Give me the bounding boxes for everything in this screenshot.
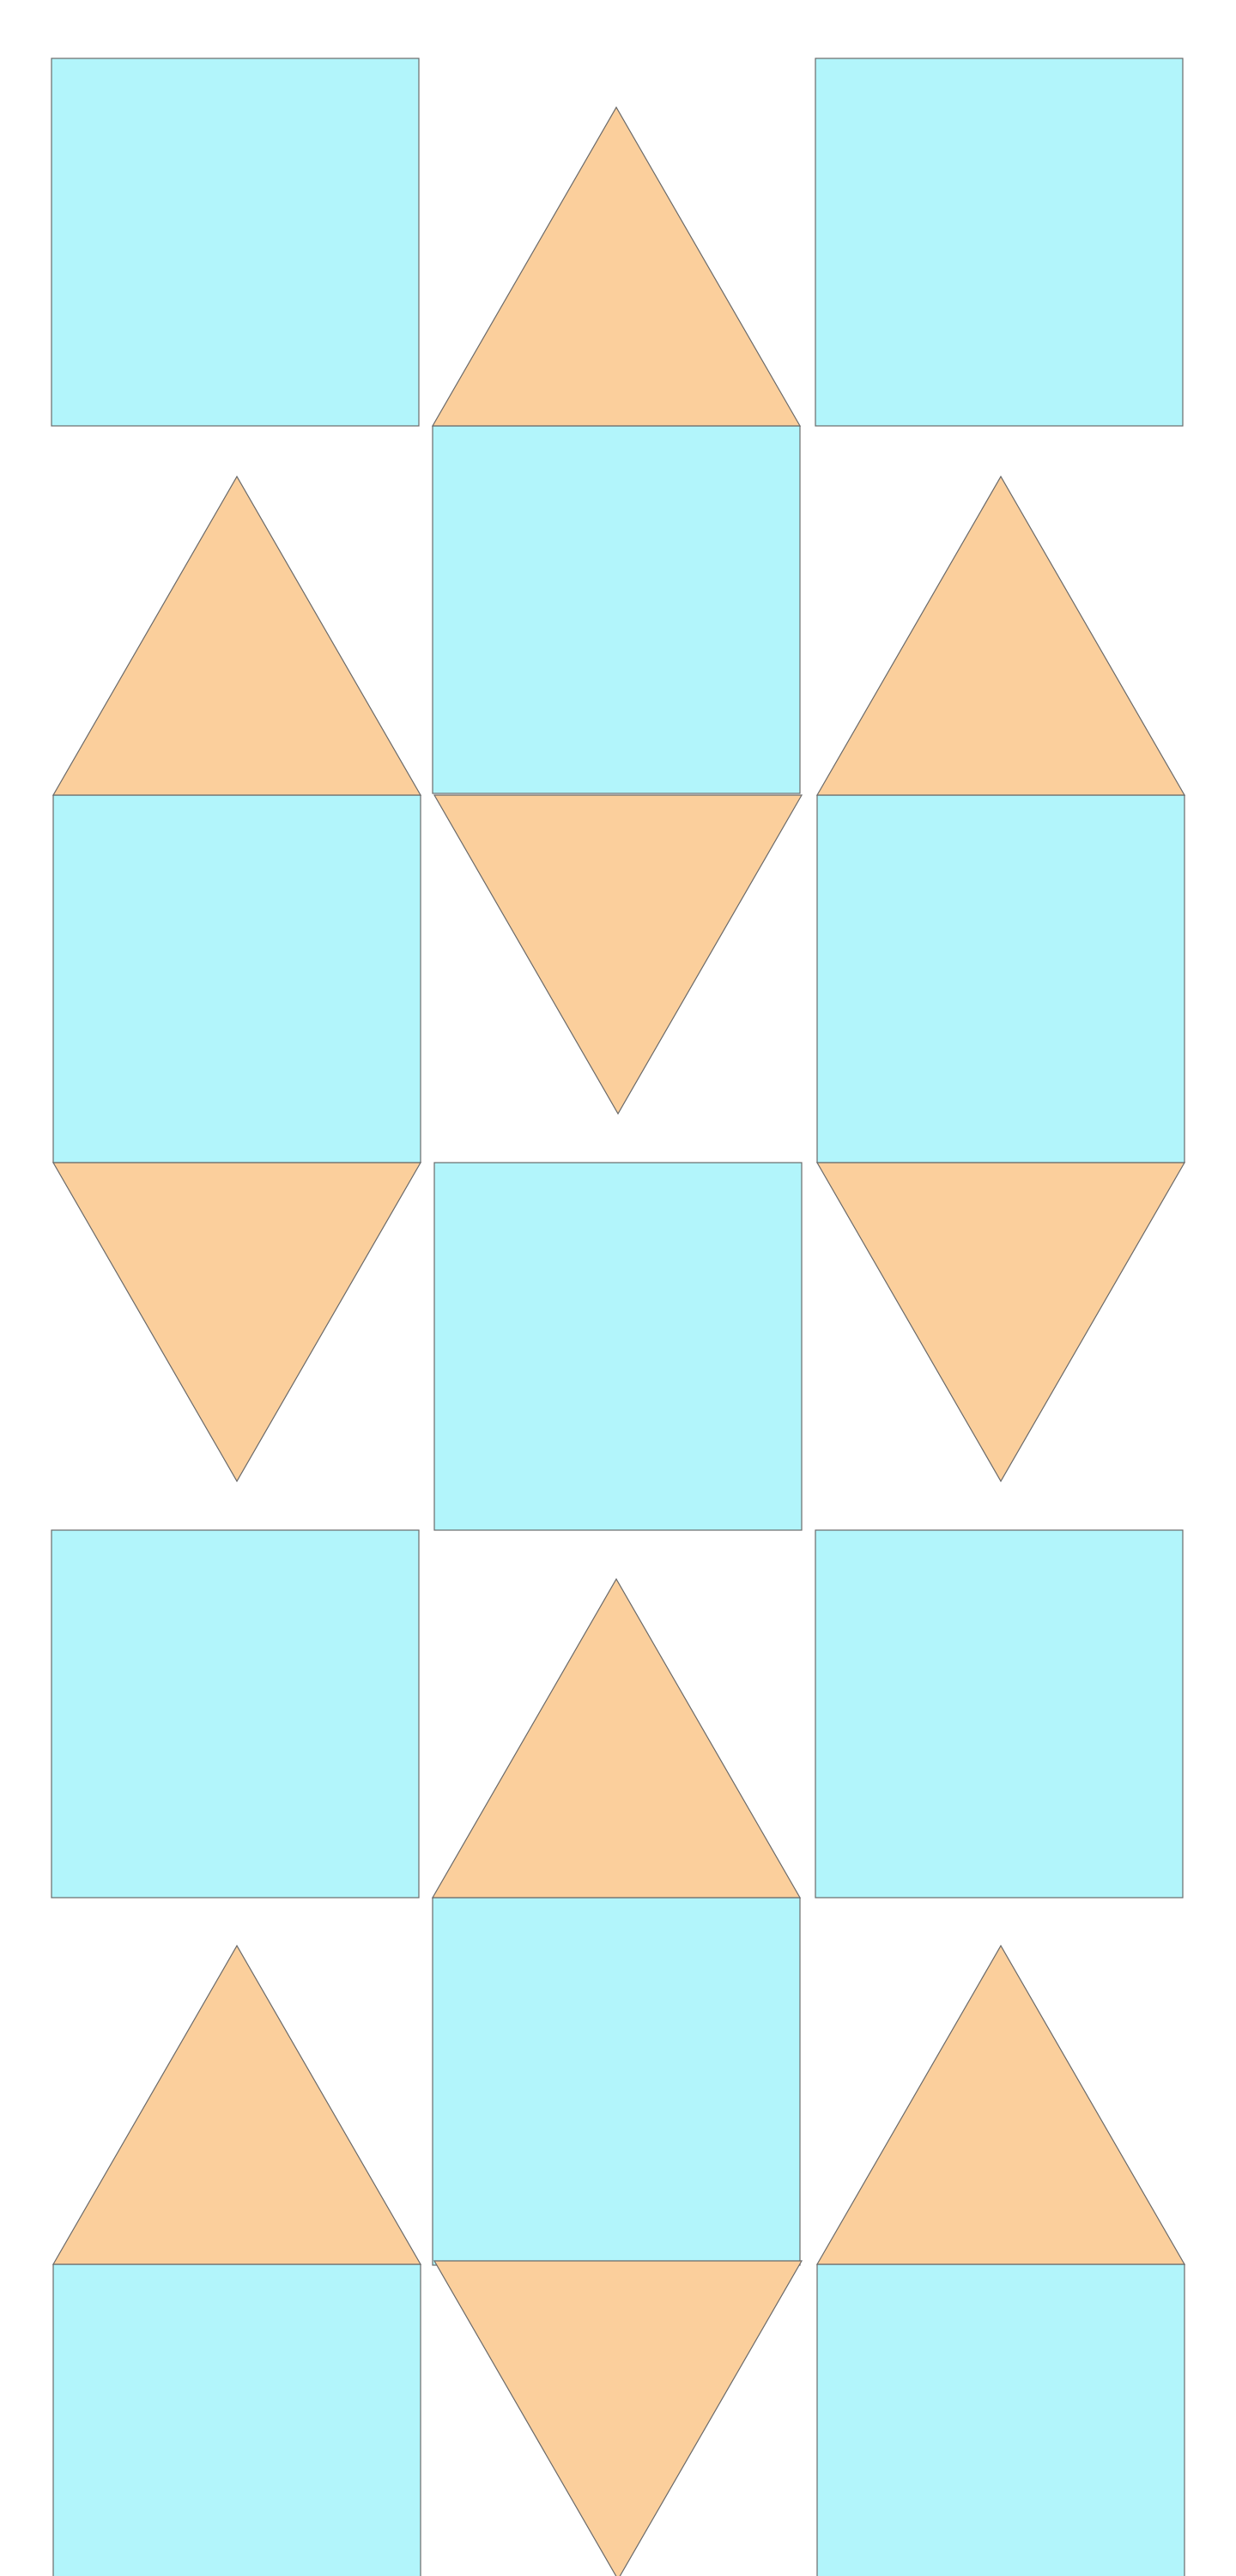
square-tile [433, 426, 800, 793]
square-tile [52, 58, 419, 426]
square-tile [53, 2264, 421, 2576]
square-tile [434, 1163, 802, 1530]
square-tile [815, 58, 1183, 426]
square-tile [815, 1530, 1183, 1898]
square-tile [53, 795, 421, 1163]
square-tile [52, 1530, 419, 1898]
square-tile [817, 795, 1184, 1163]
square-tile [433, 1898, 800, 2265]
square-tile [817, 2264, 1184, 2576]
